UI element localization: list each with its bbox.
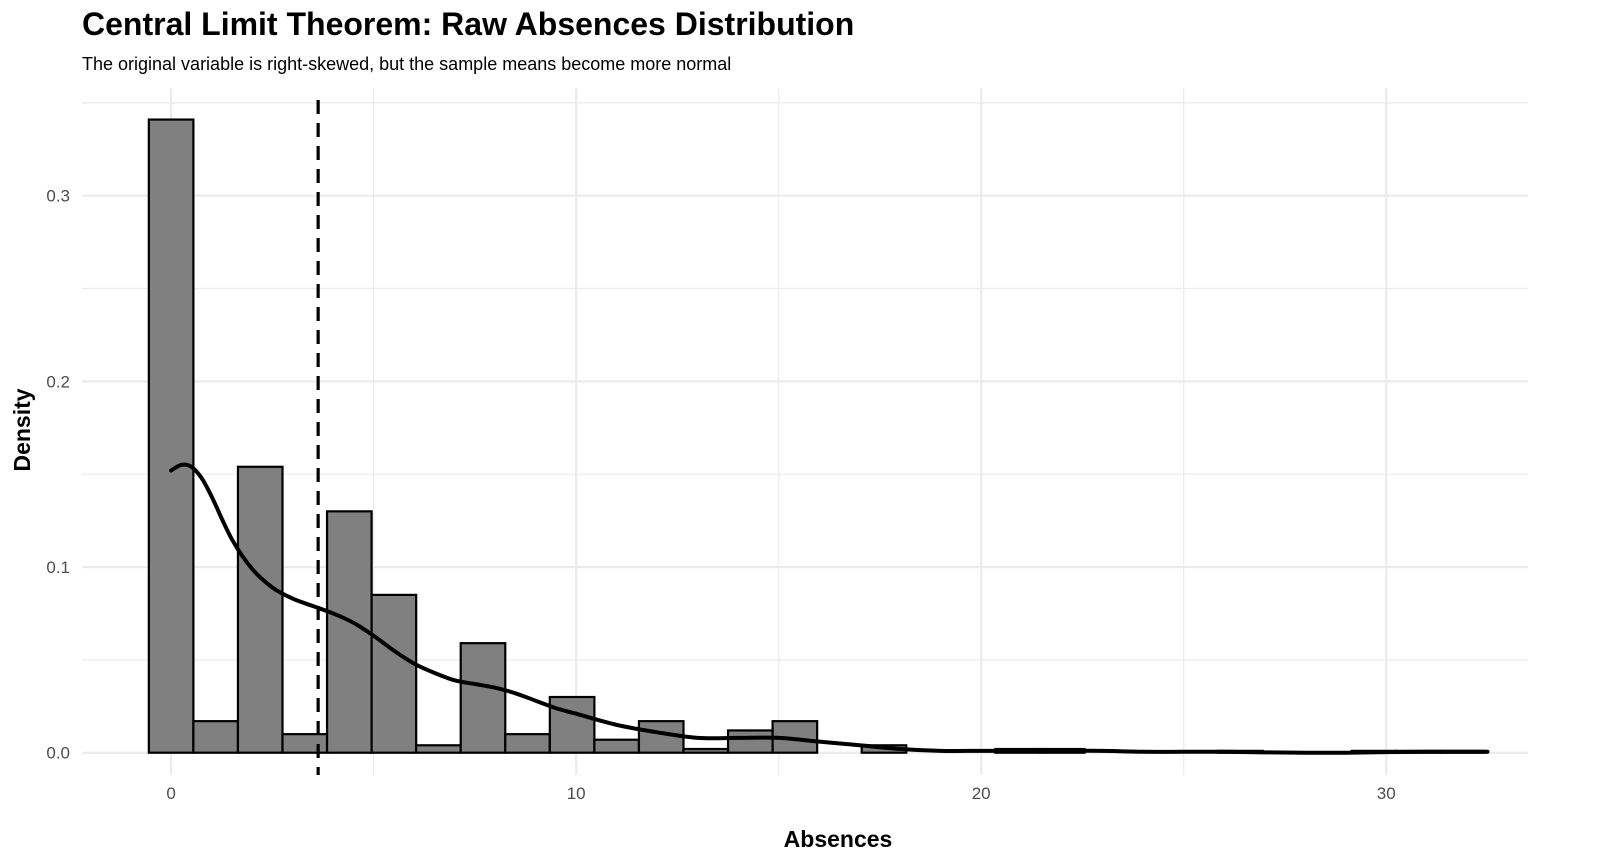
- histogram-bar: [236, 465, 284, 754]
- histogram-bar: [593, 738, 641, 754]
- y-axis-ticks: 0.0 0.1 0.2 0.3: [46, 187, 70, 763]
- histogram-bar: [192, 720, 240, 754]
- x-tick-label: 0: [166, 784, 175, 803]
- histogram-bar: [281, 733, 329, 754]
- y-tick-label: 0.3: [46, 187, 70, 206]
- x-axis-title: Absences: [784, 826, 893, 852]
- x-tick-label: 30: [1377, 784, 1396, 803]
- chart-subtitle: The original variable is right-skewed, b…: [82, 54, 732, 74]
- x-axis-ticks: 0 10 20 30: [166, 784, 1395, 803]
- histogram-bar: [682, 747, 730, 754]
- histogram-bar: [415, 744, 462, 754]
- y-tick-label: 0.2: [46, 372, 70, 391]
- histogram-bar: [147, 118, 195, 754]
- chart-title: Central Limit Theorem: Raw Absences Dist…: [82, 6, 855, 42]
- histogram-bar: [459, 642, 507, 754]
- histogram-bar: [548, 695, 596, 754]
- density-curve: [169, 462, 1490, 755]
- y-tick-label: 0.1: [46, 558, 70, 577]
- y-axis-title: Density: [9, 388, 35, 471]
- histogram-bar: [370, 593, 418, 754]
- grid-lines: [82, 88, 1528, 775]
- histogram-bar: [726, 729, 774, 754]
- histogram-bars: [147, 118, 1487, 754]
- y-tick-label: 0.0: [46, 744, 70, 763]
- x-tick-label: 20: [972, 784, 991, 803]
- density-curve-group: [169, 462, 1490, 755]
- x-tick-label: 10: [567, 784, 586, 803]
- histogram-bar: [504, 733, 551, 754]
